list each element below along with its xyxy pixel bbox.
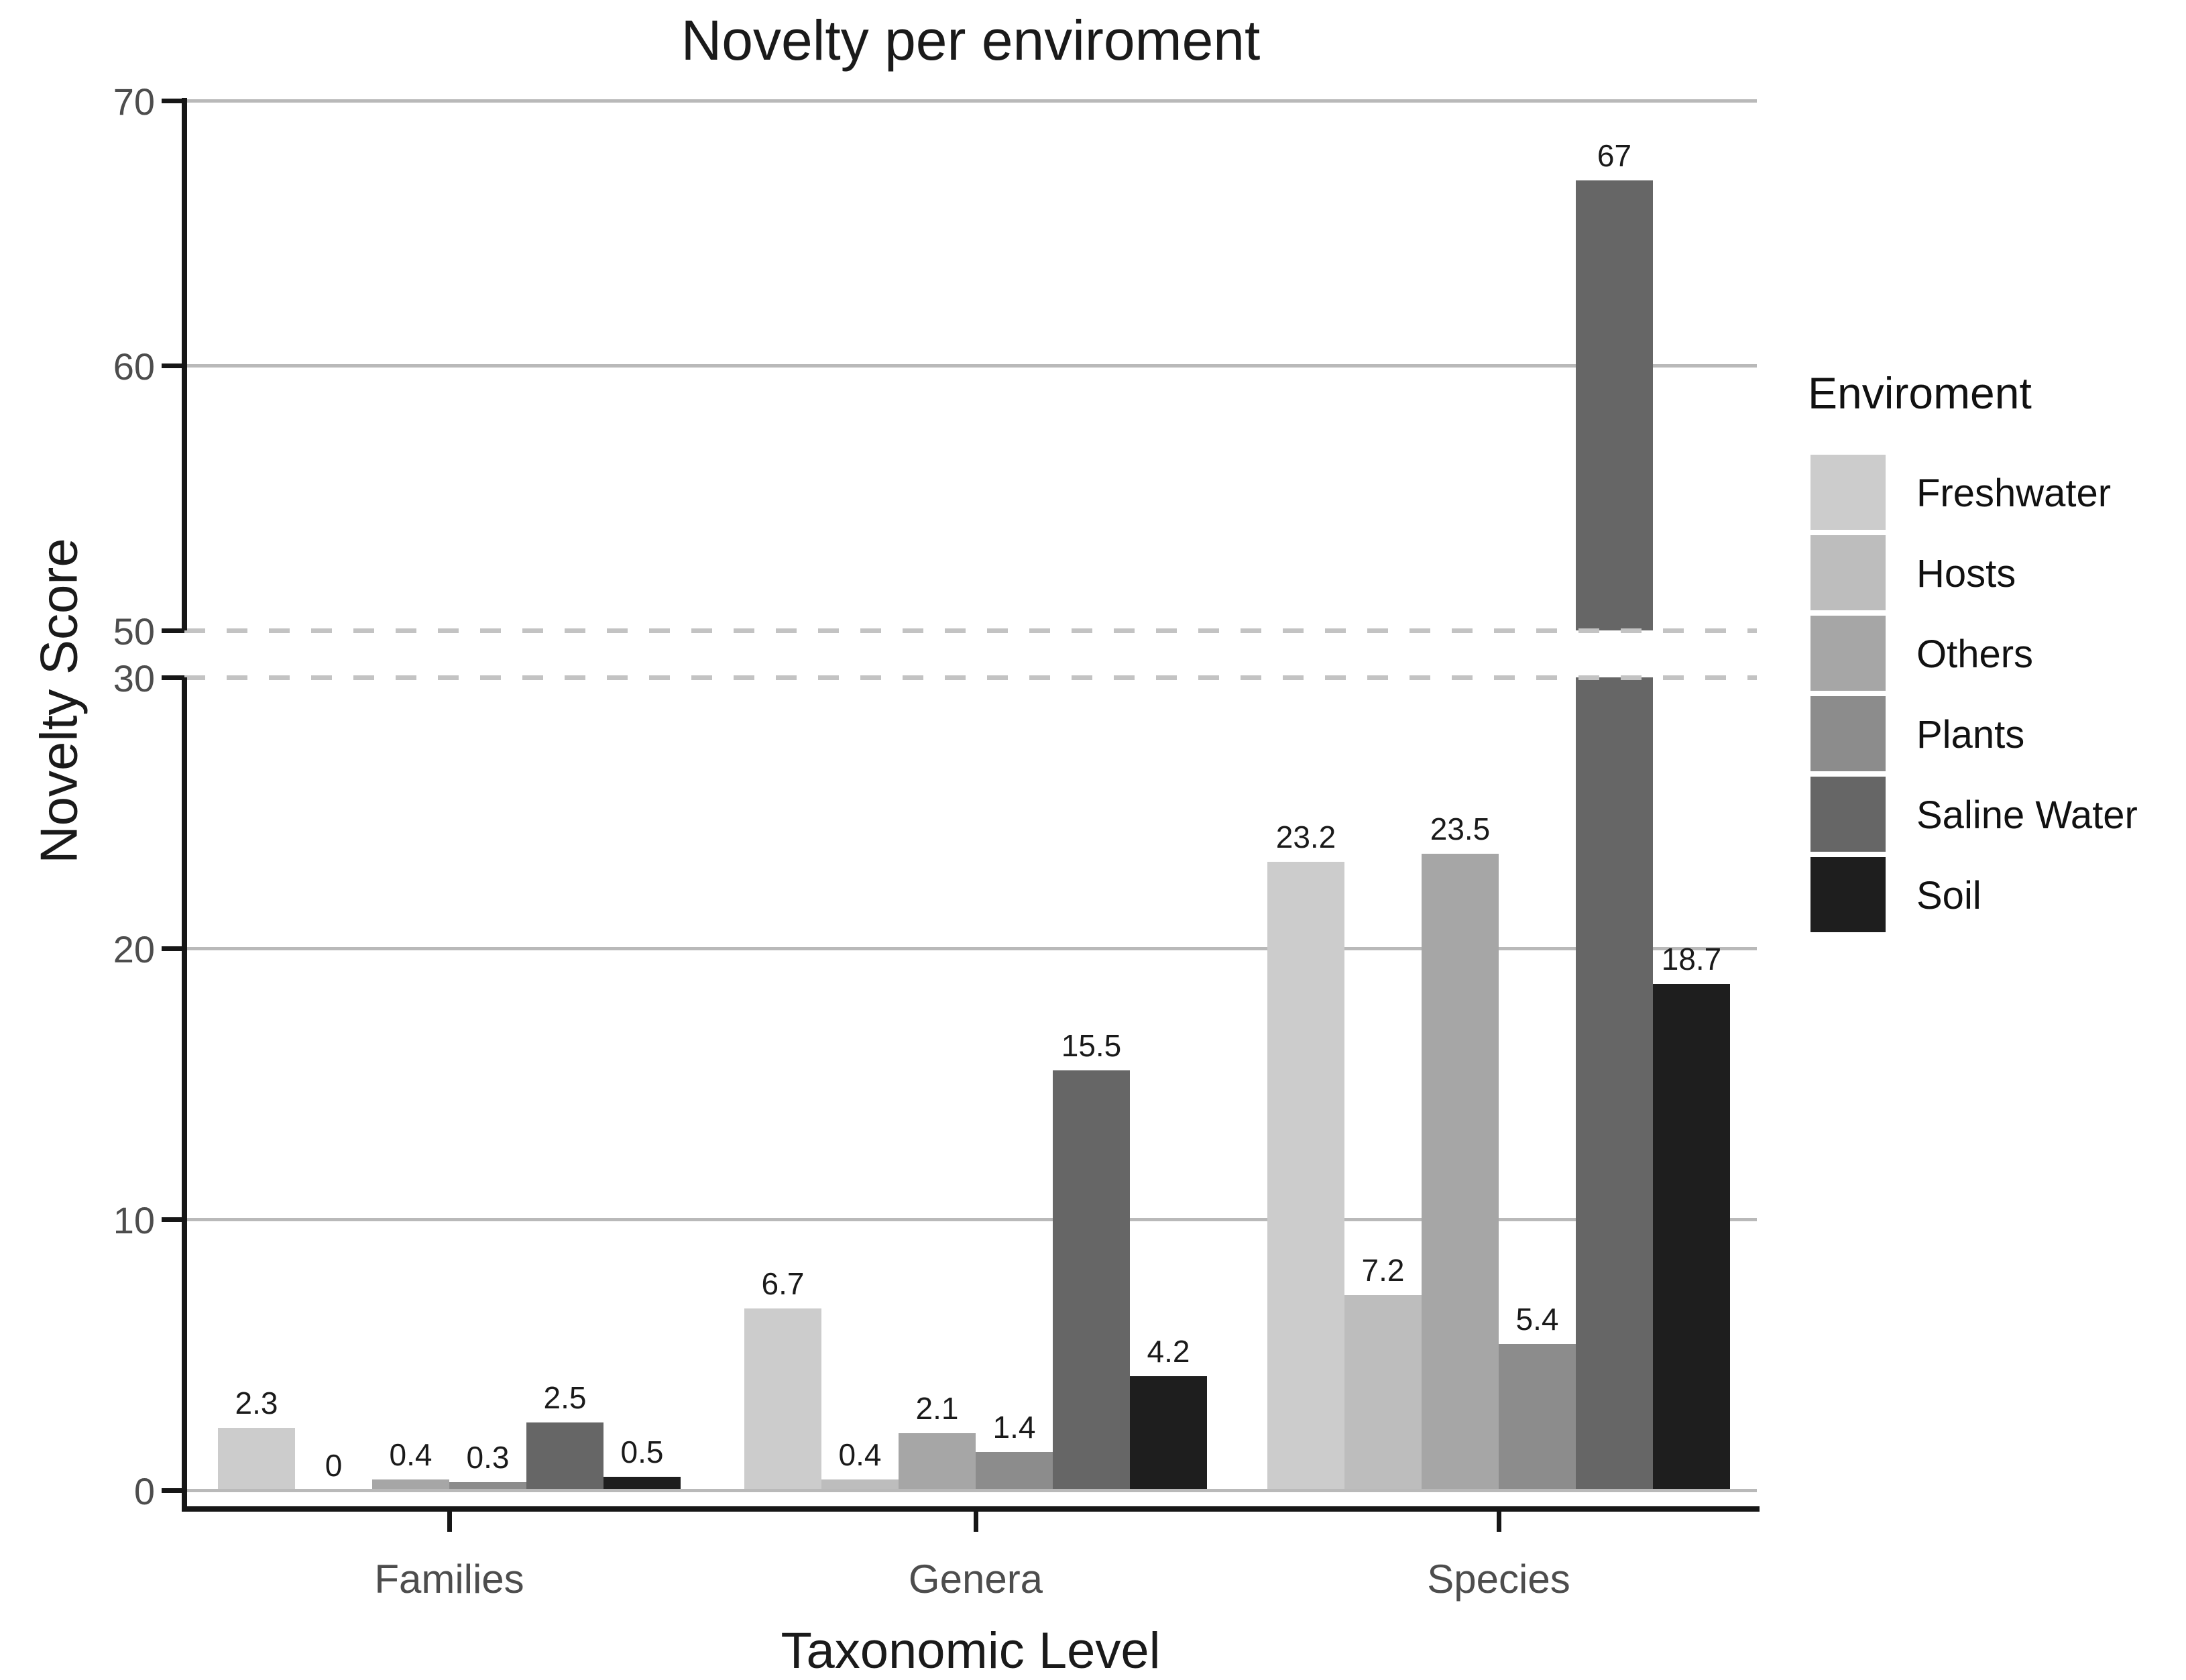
bar-genera-hosts	[821, 1479, 899, 1490]
legend-title: Enviroment	[1808, 368, 2032, 418]
bar-families-soil	[603, 1476, 681, 1490]
axis-break-dashed-line-y50	[184, 628, 1757, 633]
bar-value-label: 2.3	[235, 1386, 278, 1421]
y-axis-line-upper	[182, 98, 187, 630]
gridline-y60	[184, 363, 1757, 368]
bar-species-soil	[1653, 983, 1730, 1490]
bar-value-label: 7.2	[1361, 1253, 1405, 1288]
legend-item-label: Freshwater	[1916, 471, 2112, 515]
bar-value-label: 0.4	[389, 1437, 433, 1472]
legend-swatch-plants	[1810, 696, 1886, 771]
bar-genera-soil	[1130, 1376, 1207, 1490]
gridline-y70	[184, 99, 1757, 103]
chart-title: Novelty per enviroment	[681, 9, 1261, 72]
legend-item-label: Hosts	[1916, 552, 2016, 596]
legend-swatch-soil	[1810, 857, 1886, 932]
gridline-y20	[184, 946, 1757, 950]
bar-genera-saline-water	[1053, 1070, 1130, 1490]
axis-break-dashed-line-y30	[184, 675, 1757, 680]
bar-upper-segment-saline-water	[1576, 180, 1653, 630]
legend-swatch-freshwater	[1810, 455, 1886, 530]
y-tick-50	[162, 628, 184, 633]
bar-species-freshwater	[1267, 861, 1344, 1490]
bar-genera-freshwater	[744, 1308, 821, 1490]
bar-value-label: 5.4	[1515, 1301, 1559, 1337]
y-tick-label-20: 20	[113, 928, 155, 970]
bar-families-saline-water	[526, 1422, 603, 1490]
x-tick-species	[1496, 1509, 1501, 1532]
bar-value-label: 1.4	[992, 1410, 1036, 1445]
legend-item-label: Soil	[1916, 874, 1981, 917]
y-tick-label-50: 50	[113, 610, 155, 653]
x-axis-line	[182, 1506, 1760, 1512]
x-tick-genera	[973, 1509, 978, 1532]
bar-value-label: 15.5	[1061, 1027, 1122, 1063]
legend-swatch-saline-water	[1810, 777, 1886, 852]
y-tick-label-60: 60	[113, 345, 155, 388]
bar-species-plants	[1499, 1343, 1576, 1490]
y-tick-20	[162, 946, 184, 951]
bar-value-label: 0.4	[838, 1437, 882, 1472]
y-tick-label-70: 70	[113, 80, 155, 123]
bar-species-others	[1422, 853, 1499, 1490]
gridline-y0	[184, 1488, 1757, 1492]
bar-genera-plants	[976, 1452, 1053, 1490]
x-tick-families	[447, 1509, 452, 1532]
bar-families-plants	[449, 1481, 526, 1490]
bar-value-label: 0.5	[620, 1434, 664, 1469]
legend-swatch-others	[1810, 616, 1886, 691]
x-tick-label-species: Species	[1427, 1557, 1570, 1602]
bar-value-label: 4.2	[1147, 1334, 1190, 1369]
legend-item-label: Plants	[1916, 713, 2025, 757]
y-axis-title: Novelty Score	[29, 538, 89, 864]
y-tick-label-10: 10	[113, 1199, 155, 1241]
bar-value-label: 0.3	[466, 1439, 510, 1475]
legend-item-label: Others	[1916, 632, 2034, 676]
bar-value-label: 23.5	[1430, 811, 1491, 846]
gridline-y10	[184, 1217, 1757, 1221]
bar-value-label: 2.1	[915, 1391, 959, 1426]
bar-families-others	[372, 1479, 449, 1490]
y-axis-line-lower	[182, 677, 187, 1512]
bar-families-freshwater	[218, 1428, 295, 1490]
y-tick-70	[162, 98, 184, 103]
bar-value-label: 23.2	[1275, 819, 1336, 854]
legend-item-label: Saline Water	[1916, 793, 2138, 837]
bar-value-label: 0	[325, 1448, 343, 1483]
x-tick-label-genera: Genera	[908, 1557, 1043, 1602]
bar-value-label: 2.5	[543, 1380, 587, 1415]
bar-value-label: 67	[1597, 137, 1632, 173]
bar-genera-others	[899, 1433, 976, 1490]
x-tick-label-families: Families	[374, 1557, 524, 1602]
legend-swatch-hosts	[1810, 535, 1886, 610]
y-tick-0	[162, 1488, 184, 1493]
bar-value-label: 6.7	[761, 1266, 805, 1302]
y-tick-label-0: 0	[133, 1470, 155, 1512]
x-axis-title: Taxonomic Level	[781, 1622, 1161, 1679]
y-tick-10	[162, 1217, 184, 1222]
bar-value-label: 18.7	[1661, 941, 1722, 976]
bar-species-hosts	[1344, 1295, 1422, 1490]
bar-species-saline-water	[1576, 677, 1653, 1490]
y-tick-60	[162, 363, 184, 368]
y-tick-label-30: 30	[113, 657, 155, 699]
y-tick-30	[162, 675, 184, 680]
